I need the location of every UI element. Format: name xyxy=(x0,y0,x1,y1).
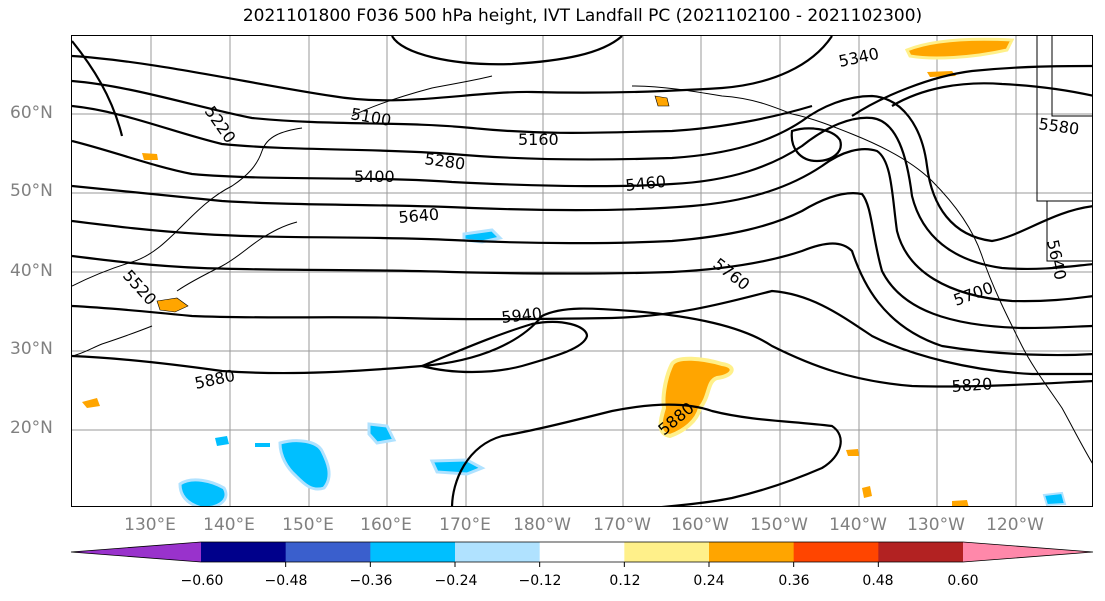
colorbar-segment xyxy=(878,542,964,562)
ivt-negative-fills xyxy=(178,228,1067,506)
colorbar-tick-6: 0.24 xyxy=(693,573,725,589)
contour-label-5640: 5640 xyxy=(398,205,440,227)
map-title: 2021101800 F036 500 hPa height, IVT Land… xyxy=(242,6,923,26)
map-panel: 5220 5100 5160 5280 5400 5460 5640 5340 … xyxy=(71,35,1093,507)
contour-label-5460: 5460 xyxy=(624,172,666,195)
colorbar-tick-5: 0.12 xyxy=(609,573,641,589)
colorbar-outline xyxy=(70,541,1094,563)
lon-label-150w: 150°W xyxy=(750,515,808,535)
contour-label-5940: 5940 xyxy=(500,304,542,327)
contour-label-5580: 5580 xyxy=(1037,114,1080,138)
lon-label-170w: 170°W xyxy=(593,515,651,535)
lon-label-150e: 150°E xyxy=(282,515,334,535)
contour-label-5100: 5100 xyxy=(349,104,392,130)
colorbar-tick-0: −0.60 xyxy=(180,573,224,589)
lon-label-130w: 130°W xyxy=(907,515,965,535)
colorbar-tick-3: −0.24 xyxy=(434,573,478,589)
contour-label-5640-east: 5640 xyxy=(1043,238,1070,282)
colorbar xyxy=(70,541,1094,567)
colorbar-segment xyxy=(539,542,625,562)
colorbar-arrow-low xyxy=(71,542,201,562)
lon-label-120w: 120°W xyxy=(986,515,1044,535)
contour-labels: 5220 5100 5160 5280 5400 5460 5640 5340 … xyxy=(119,44,1080,439)
height-contours xyxy=(72,36,1092,506)
contour-label-5760: 5760 xyxy=(710,254,754,294)
lon-label-160w: 160°W xyxy=(671,515,729,535)
lat-label-50n: 50°N xyxy=(10,181,53,201)
colorbar-segment xyxy=(285,542,371,562)
colorbar-tick-4: −0.12 xyxy=(518,573,562,589)
colorbar-tick-8: 0.48 xyxy=(862,573,894,589)
colorbar-tick-9: 0.60 xyxy=(947,573,979,589)
colorbar-segment xyxy=(455,542,541,562)
contour-label-5340: 5340 xyxy=(837,44,881,71)
colorbar-segment xyxy=(201,542,287,562)
lat-label-30n: 30°N xyxy=(10,339,53,359)
lon-label-180w: 180°W xyxy=(513,515,571,535)
lon-label-160e: 160°E xyxy=(360,515,412,535)
colorbar-arrow-high xyxy=(963,542,1093,562)
contour-label-5400: 5400 xyxy=(354,167,395,186)
graticule xyxy=(72,36,1092,506)
contour-label-5280: 5280 xyxy=(423,149,466,173)
colorbar-segment xyxy=(709,542,795,562)
lon-label-130e: 130°E xyxy=(124,515,176,535)
colorbar-tick-2: −0.36 xyxy=(349,573,393,589)
colorbar-segment xyxy=(624,542,710,562)
lon-label-140w: 140°W xyxy=(829,515,887,535)
lat-label-20n: 20°N xyxy=(10,418,53,438)
colorbar-segment xyxy=(370,542,456,562)
colorbar-tick-7: 0.36 xyxy=(778,573,810,589)
colorbar-segment xyxy=(793,542,879,562)
contour-label-5820: 5820 xyxy=(951,374,993,396)
lat-label-60n: 60°N xyxy=(10,103,53,123)
ivt-positive-fills xyxy=(82,37,1015,506)
lon-label-140e: 140°E xyxy=(203,515,255,535)
colorbar-segments xyxy=(70,541,1094,567)
contour-label-5160: 5160 xyxy=(518,130,559,149)
map-canvas: 5220 5100 5160 5280 5400 5460 5640 5340 … xyxy=(72,36,1092,506)
lat-label-40n: 40°N xyxy=(10,261,53,281)
colorbar-tick-1: −0.48 xyxy=(264,573,308,589)
coastlines xyxy=(72,36,1092,464)
lon-label-170e: 170°E xyxy=(439,515,491,535)
contour-label-5700: 5700 xyxy=(951,278,996,310)
